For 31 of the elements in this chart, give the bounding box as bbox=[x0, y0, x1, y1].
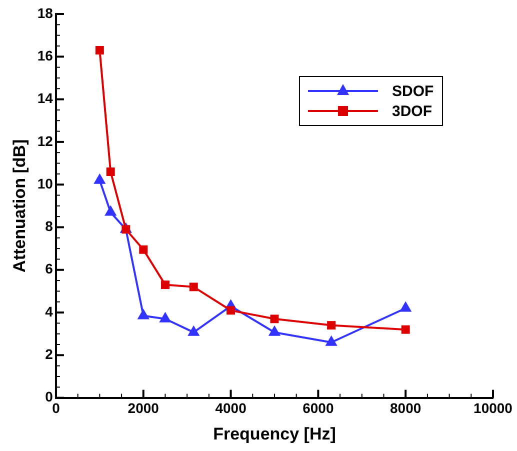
point bbox=[400, 301, 412, 312]
point bbox=[189, 282, 198, 292]
y-tick-label: 6 bbox=[45, 260, 54, 277]
y-tick-label: 16 bbox=[37, 48, 54, 64]
point bbox=[159, 312, 172, 322]
y-tick-label: 8 bbox=[45, 218, 54, 234]
y-tick-label: 2 bbox=[45, 346, 54, 362]
point bbox=[188, 325, 200, 336]
x-tick-label: 4000 bbox=[215, 400, 247, 416]
legend-label: SDOF bbox=[392, 82, 434, 100]
point bbox=[137, 308, 150, 320]
point bbox=[325, 335, 338, 346]
point bbox=[106, 168, 115, 176]
y-tick-label: 14 bbox=[37, 90, 54, 106]
y-tick-label: 4 bbox=[45, 303, 54, 320]
point bbox=[104, 205, 117, 216]
point bbox=[268, 325, 281, 336]
x-tick-label: 2000 bbox=[128, 400, 160, 416]
x-axis-title: Frequency [Hz] bbox=[213, 424, 336, 444]
y-axis-title: Attenuation [dB] bbox=[10, 139, 29, 272]
x-tick-label: 8000 bbox=[390, 400, 422, 416]
y-tick-label: 0 bbox=[45, 388, 54, 405]
point bbox=[139, 245, 148, 254]
y-tick-label: 10 bbox=[37, 175, 54, 192]
x-tick-label: 10000 bbox=[474, 400, 513, 416]
y-tick-label: 12 bbox=[37, 132, 54, 149]
y-tick-label: 18 bbox=[37, 4, 54, 21]
x-tick-label: 6000 bbox=[302, 400, 334, 416]
point bbox=[95, 46, 104, 54]
legend-label: 3DOF bbox=[392, 102, 432, 120]
point bbox=[94, 173, 106, 184]
